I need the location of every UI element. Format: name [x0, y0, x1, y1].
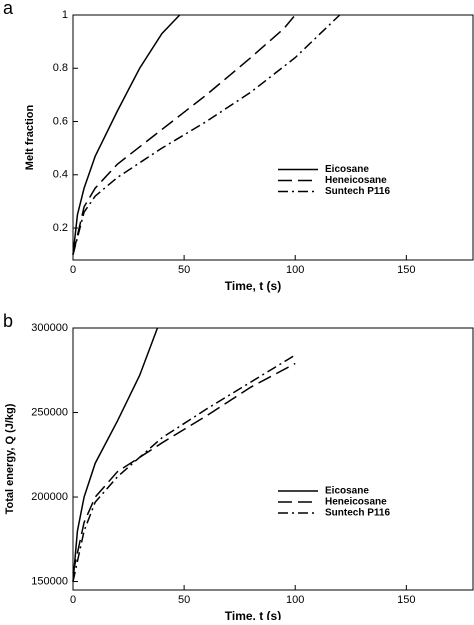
- x-tick-label: 100: [286, 264, 304, 276]
- x-tick-label: 100: [286, 594, 304, 606]
- x-tick-label: 50: [178, 264, 190, 276]
- series-line: [72, 14, 181, 255]
- y-tick-label: 0.4: [53, 169, 68, 181]
- x-axis-title: Time, t (s): [225, 609, 281, 620]
- legend-label: Suntech P116: [325, 186, 390, 197]
- x-tick-label: 50: [178, 594, 190, 606]
- series-line: [72, 354, 296, 582]
- legend-label: Heneicosane: [325, 497, 387, 508]
- series-line: [72, 14, 341, 255]
- y-tick-label: 0.8: [53, 62, 68, 74]
- y-tick-label: 0.2: [53, 222, 68, 234]
- y-tick-label: 250000: [31, 406, 68, 418]
- x-tick-label: 0: [70, 264, 76, 276]
- legend-label: Eicosane: [325, 486, 369, 497]
- series-line: [72, 14, 296, 255]
- panel-label: a: [3, 0, 14, 18]
- y-tick-label: 150000: [31, 575, 68, 587]
- series-line: [72, 362, 296, 574]
- plot-frame: [72, 14, 474, 261]
- y-axis-title: Melt fraction: [24, 105, 36, 171]
- plot-frame: [72, 327, 474, 591]
- y-tick-label: 0.6: [53, 115, 68, 127]
- series-line: [72, 327, 159, 582]
- y-axis-title: Total energy, Q (J/kg): [4, 403, 16, 514]
- y-tick-label: 300000: [31, 322, 68, 334]
- x-axis-title: Time, t (s): [225, 279, 281, 293]
- legend-label: Eicosane: [325, 164, 369, 175]
- legend-label: Heneicosane: [325, 175, 387, 186]
- legend-label: Suntech P116: [325, 508, 390, 519]
- x-tick-label: 150: [397, 264, 415, 276]
- x-tick-label: 0: [70, 594, 76, 606]
- y-tick-label: 1: [62, 9, 68, 21]
- panel-label: b: [3, 311, 13, 331]
- y-tick-label: 200000: [31, 491, 68, 503]
- x-tick-label: 150: [397, 594, 415, 606]
